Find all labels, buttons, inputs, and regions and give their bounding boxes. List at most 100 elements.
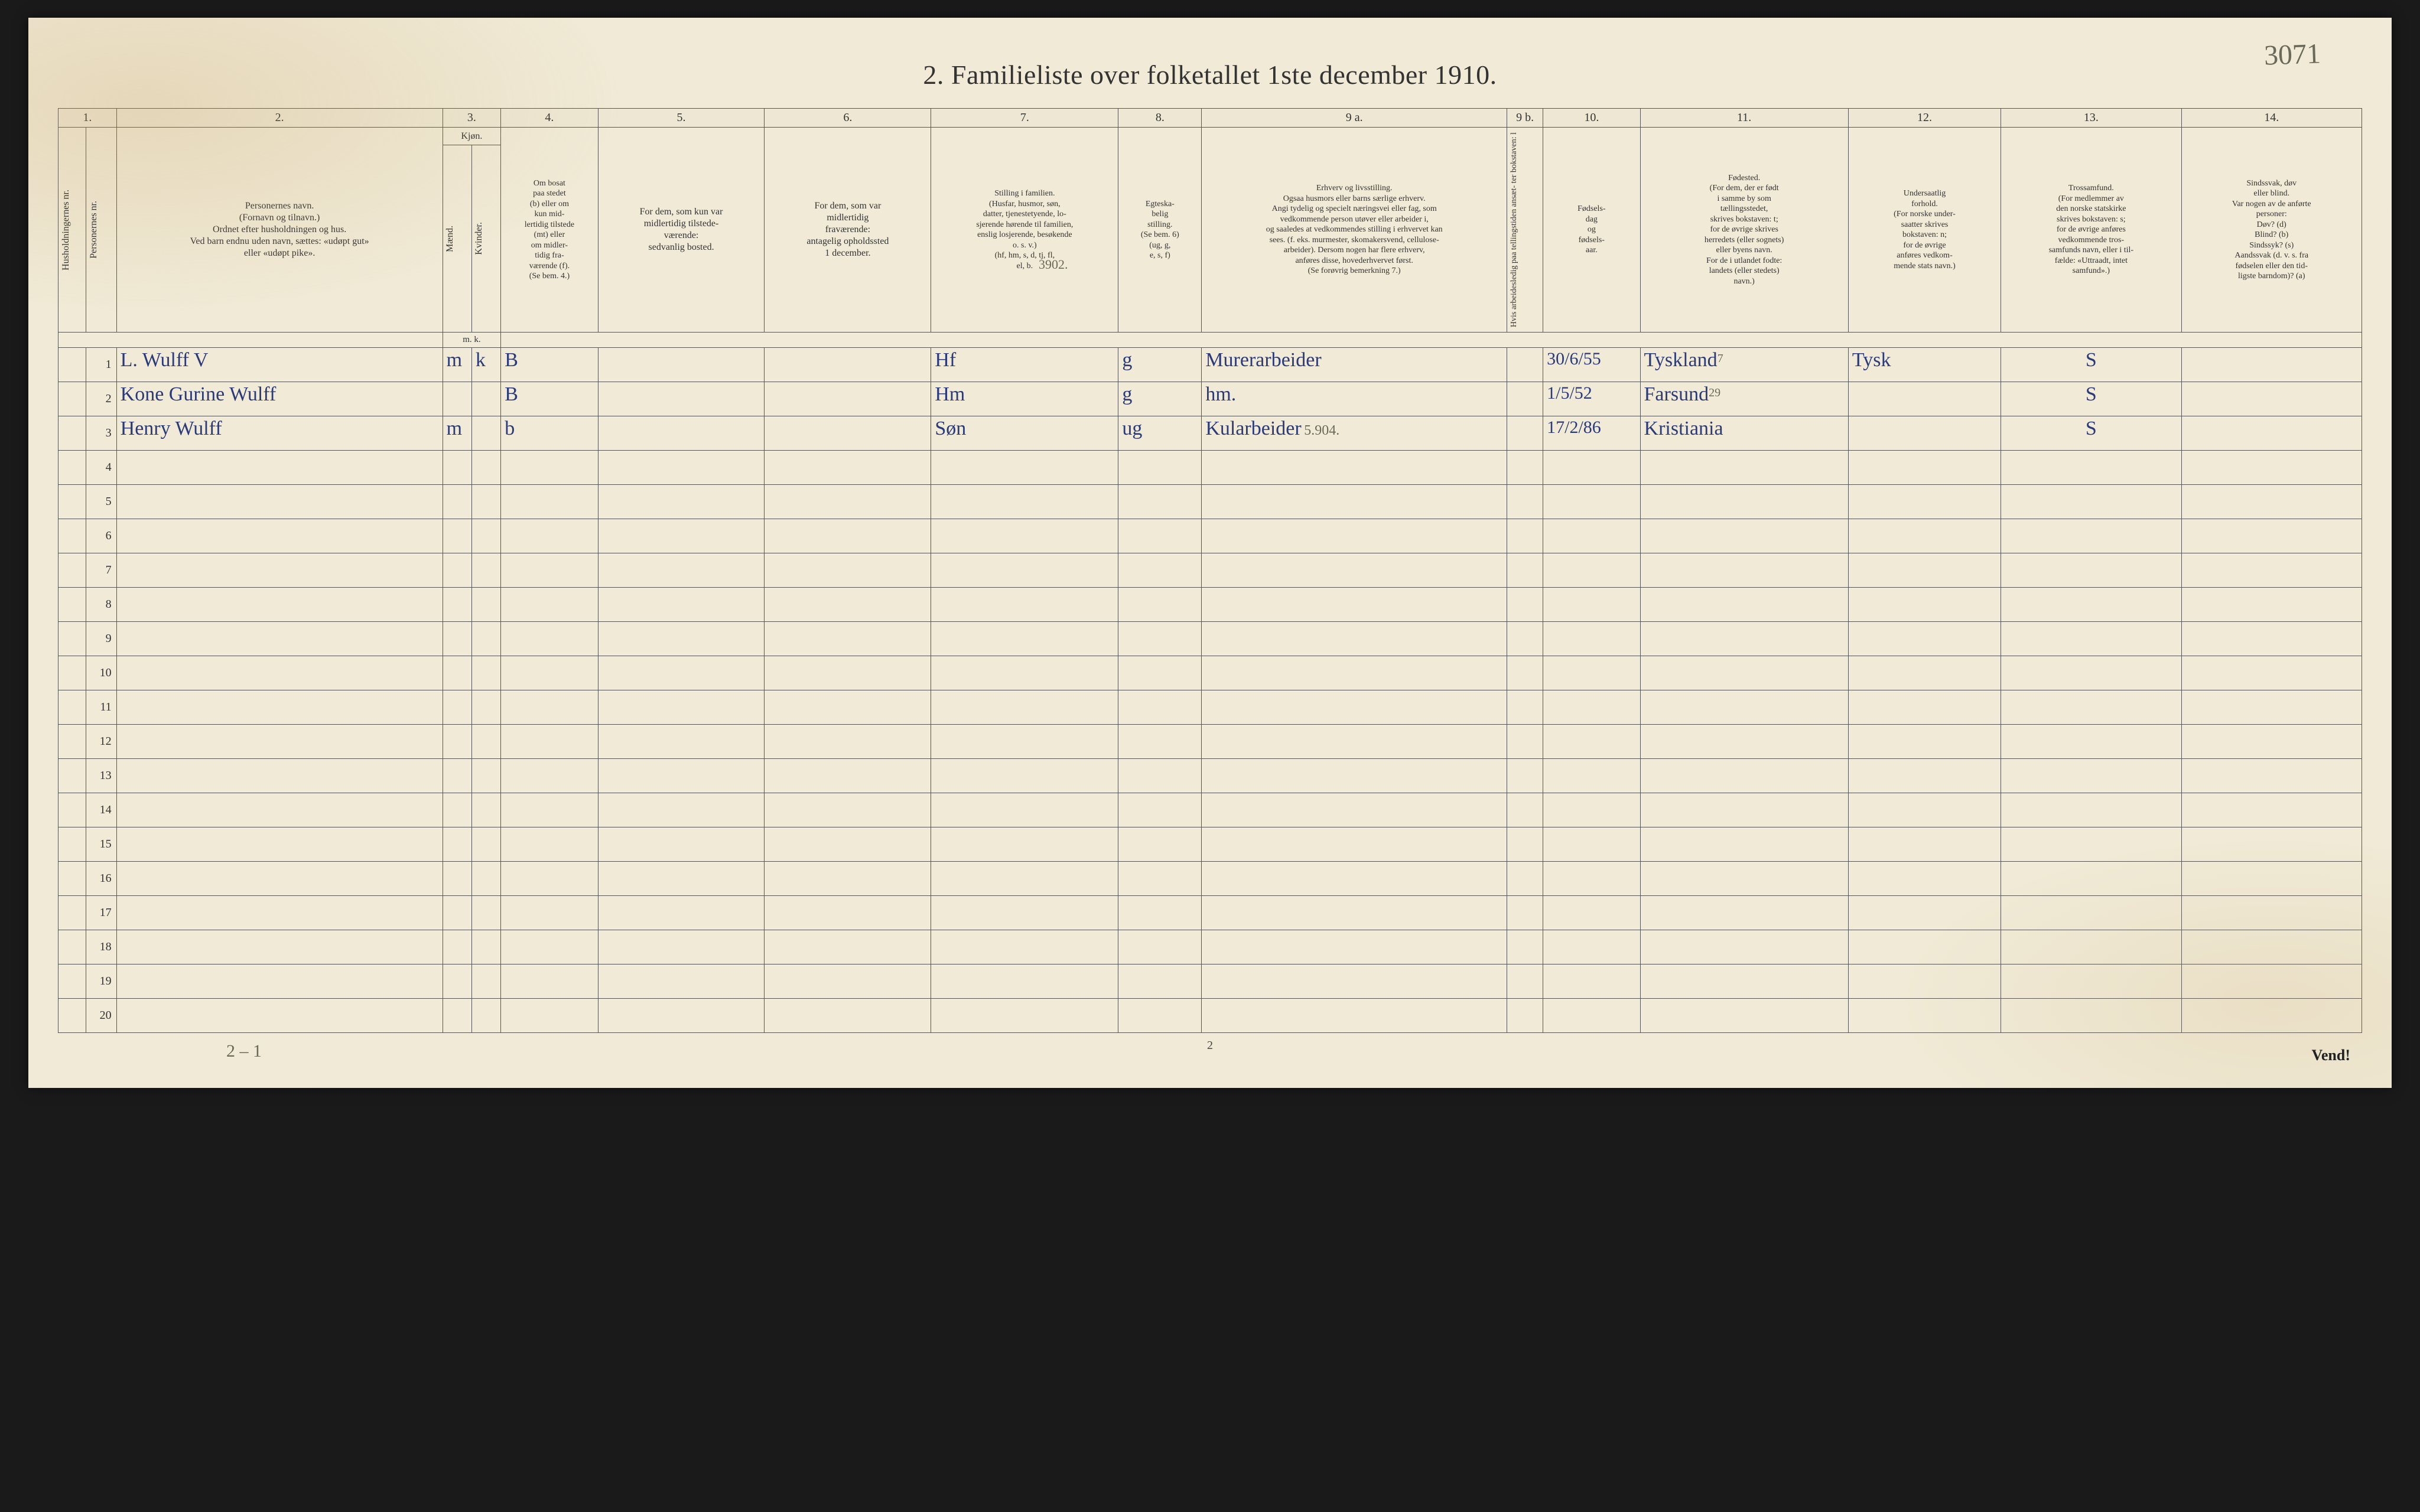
person-nr-cell: 5 — [86, 485, 116, 519]
person-nr-cell: 14 — [86, 793, 116, 827]
header-birthplace: Fødested. (For dem, der er født i samme … — [1640, 128, 1848, 333]
colnum-4: 4. — [501, 109, 598, 128]
page-annotation-top-right: 3071 — [2263, 37, 2321, 71]
sex-m-cell — [443, 382, 471, 416]
header-female: Kvinder. — [473, 220, 485, 258]
person-nr-cell: 6 — [86, 519, 116, 553]
table-row: 5 — [58, 485, 2362, 519]
colnum-11: 11. — [1640, 109, 1848, 128]
table-row: 12 — [58, 725, 2362, 759]
person-nr-cell: 17 — [86, 896, 116, 930]
person-nr-cell: 13 — [86, 759, 116, 793]
person-nr-cell: 20 — [86, 999, 116, 1033]
person-nr-cell: 4 — [86, 451, 116, 485]
birth-cell: 30/6/55 — [1543, 348, 1640, 382]
birthplace-cell: Kristiania — [1640, 416, 1848, 451]
family-pos-cell: Hm — [931, 382, 1118, 416]
disability-cell — [2181, 348, 2362, 382]
temp-absent-cell — [765, 382, 931, 416]
family-pos-cell: Hf — [931, 348, 1118, 382]
colnum-3: 3. — [443, 109, 501, 128]
unemployed-cell — [1507, 382, 1543, 416]
header-temp-present: For dem, som kun var midlertidig tilsted… — [598, 128, 765, 333]
person-nr-cell: 1 — [86, 348, 116, 382]
colnum-9a: 9 a. — [1202, 109, 1507, 128]
header-household-nr: Husholdningernes nr. — [60, 187, 73, 273]
household-nr-cell — [58, 416, 86, 451]
header-male: Mænd. — [444, 223, 456, 255]
nationality-cell — [1848, 416, 2001, 451]
header-name: Personernes navn. (Fornavn og tilnavn.) … — [116, 128, 443, 333]
name-cell: Henry Wulff — [116, 416, 443, 451]
vend-label: Vend! — [2311, 1047, 2350, 1064]
sex-k-cell: k — [471, 348, 500, 382]
residence-cell: b — [501, 416, 598, 451]
colnum-7: 7. — [931, 109, 1118, 128]
page-number-bottom: 2 — [58, 1039, 2362, 1052]
colnum-13: 13. — [2001, 109, 2181, 128]
table-row: 11 — [58, 690, 2362, 725]
person-nr-cell: 12 — [86, 725, 116, 759]
birthplace-cell: Farsund29 — [1640, 382, 1848, 416]
household-nr-cell — [58, 622, 86, 656]
header-nationality: Undersaatlig forhold. (For norske under-… — [1848, 128, 2001, 333]
column-number-row: 1. 2. 3. 4. 5. 6. 7. 8. 9 a. 9 b. 10. 11… — [58, 109, 2362, 128]
table-body: 1L. Wulff VmkBHfgMurerarbeider30/6/55Tys… — [58, 348, 2362, 1033]
table-row: 2Kone Gurine WulffBHmghm.1/5/52Farsund29… — [58, 382, 2362, 416]
header-temp-absent: For dem, som var midlertidig fraværende:… — [765, 128, 931, 333]
occupation-cell: Kularbeider 5.904. — [1202, 416, 1507, 451]
table-row: 17 — [58, 896, 2362, 930]
table-row: 14 — [58, 793, 2362, 827]
temp-present-cell — [598, 416, 765, 451]
household-nr-cell — [58, 451, 86, 485]
table-row: 19 — [58, 964, 2362, 999]
household-nr-cell — [58, 930, 86, 964]
household-nr-cell — [58, 862, 86, 896]
temp-present-cell — [598, 382, 765, 416]
household-nr-cell — [58, 793, 86, 827]
household-nr-cell — [58, 725, 86, 759]
residence-cell: B — [501, 348, 598, 382]
table-row: 18 — [58, 930, 2362, 964]
sex-k-cell — [471, 416, 500, 451]
header-sex-group: Kjøn. — [443, 128, 501, 145]
person-nr-cell: 19 — [86, 964, 116, 999]
colnum-6: 6. — [765, 109, 931, 128]
table-row: 10 — [58, 656, 2362, 690]
household-nr-cell — [58, 485, 86, 519]
person-nr-cell: 7 — [86, 553, 116, 588]
person-nr-cell: 11 — [86, 690, 116, 725]
header-disability: Sindssvak, døv eller blind. Var nogen av… — [2181, 128, 2362, 333]
person-nr-cell: 8 — [86, 588, 116, 622]
residence-cell: B — [501, 382, 598, 416]
occupation-cell: Murerarbeider — [1202, 348, 1507, 382]
birthplace-cell: Tyskland7 — [1640, 348, 1848, 382]
colnum-5: 5. — [598, 109, 765, 128]
birth-cell: 1/5/52 — [1543, 382, 1640, 416]
header-family-position: Stilling i familien. (Husfar, husmor, sø… — [931, 128, 1118, 333]
household-nr-cell — [58, 999, 86, 1033]
table-row: 6 — [58, 519, 2362, 553]
household-nr-cell — [58, 348, 86, 382]
temp-absent-cell — [765, 416, 931, 451]
household-nr-cell — [58, 588, 86, 622]
subheader-row-2: m. k. — [58, 333, 2362, 348]
household-nr-cell — [58, 553, 86, 588]
header-unemployed: Hvis arbeidesledig paa tellingstiden ans… — [1508, 130, 1520, 330]
person-nr-cell: 10 — [86, 656, 116, 690]
colnum-10: 10. — [1543, 109, 1640, 128]
table-row: 13 — [58, 759, 2362, 793]
household-nr-cell — [58, 896, 86, 930]
occupation-cell: hm. — [1202, 382, 1507, 416]
household-nr-cell — [58, 759, 86, 793]
header-sex-mk: m. k. — [443, 333, 501, 348]
marital-cell: g — [1118, 382, 1202, 416]
table-row: 16 — [58, 862, 2362, 896]
household-nr-cell — [58, 519, 86, 553]
table-row: 20 — [58, 999, 2362, 1033]
bottom-annotation: 2 – 1 — [226, 1041, 262, 1061]
page-title: 2. Familieliste over folketallet 1ste de… — [58, 59, 2362, 90]
colnum-2: 2. — [116, 109, 443, 128]
nationality-cell: Tysk — [1848, 348, 2001, 382]
faith-cell: S — [2001, 348, 2181, 382]
